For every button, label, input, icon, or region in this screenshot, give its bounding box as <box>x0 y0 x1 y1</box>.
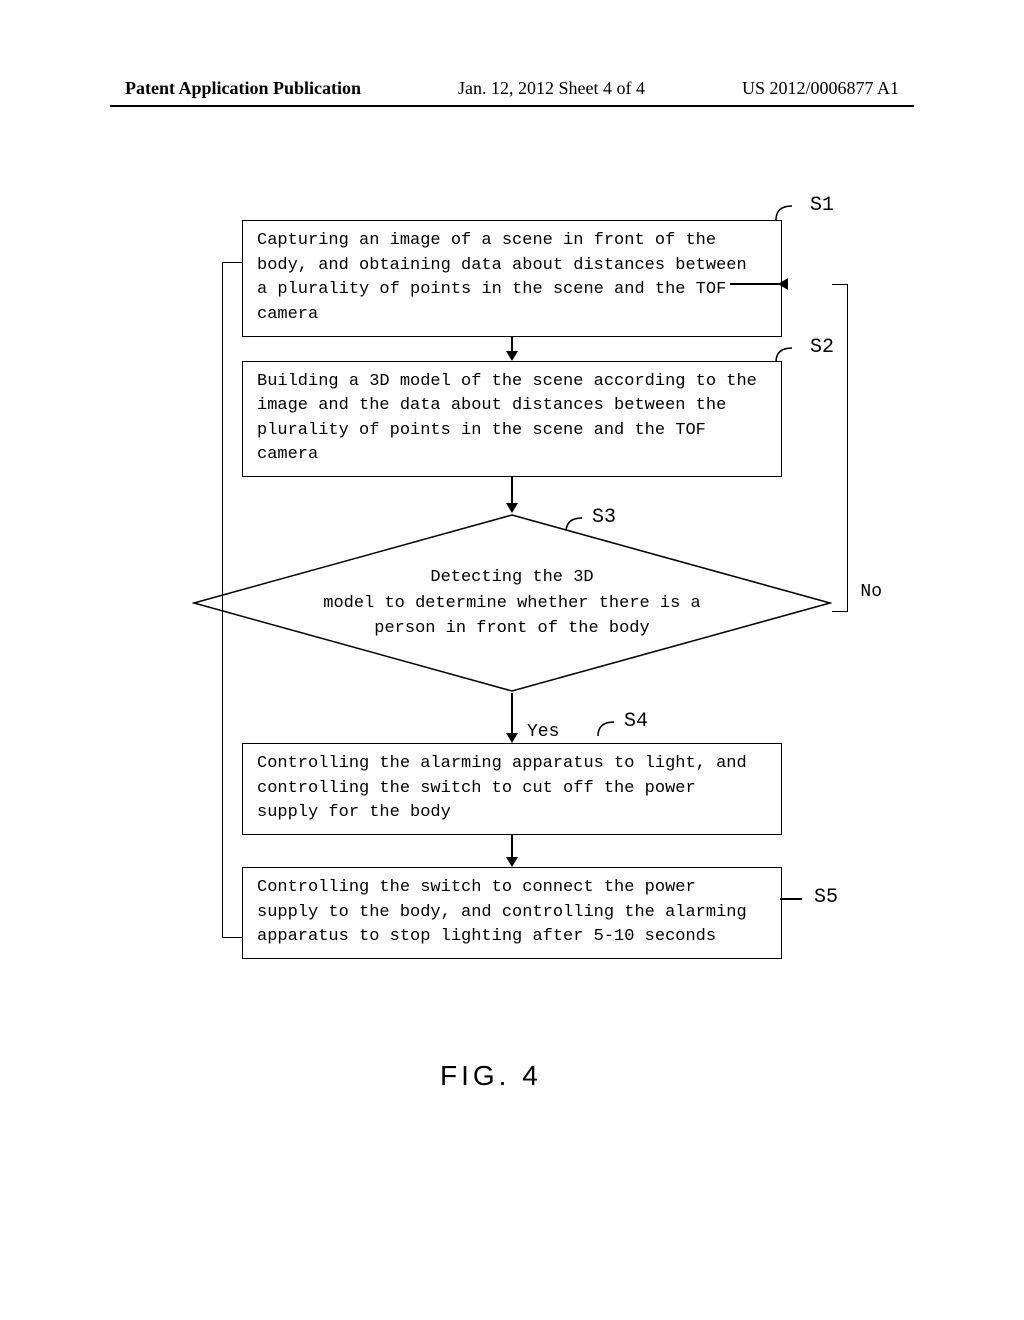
header-publication: Patent Application Publication <box>125 78 361 99</box>
s1-text: Capturing an image of a scene in front o… <box>257 231 747 324</box>
step-label-s5: S5 <box>814 886 838 909</box>
step-label-s2: S2 <box>810 336 834 359</box>
no-feedback-stub-top <box>730 283 784 285</box>
yes-label: Yes <box>527 722 559 742</box>
s3-line3: person in front of the body <box>374 619 649 638</box>
flowchart-box-s2: Building a 3D model of the scene accordi… <box>242 361 782 478</box>
connector-s3-s4 <box>511 693 513 733</box>
step-label-s1: S1 <box>810 194 834 217</box>
no-feedback-line <box>832 284 848 612</box>
arrow-s1-s2 <box>506 351 518 361</box>
header-divider <box>110 105 914 107</box>
page-header: Patent Application Publication Jan. 12, … <box>0 78 1024 99</box>
connector-s2-s3 <box>511 477 513 503</box>
s1-leader-curve <box>772 202 802 222</box>
s3-text: Detecting the 3D model to determine whet… <box>256 565 768 642</box>
flowchart-container: S1 Capturing an image of a scene in fron… <box>192 220 832 959</box>
s5-feedback-line <box>222 262 242 938</box>
arrow-s2-s3 <box>506 503 518 513</box>
header-date-sheet: Jan. 12, 2012 Sheet 4 of 4 <box>458 78 645 99</box>
header-patent-number: US 2012/0006877 A1 <box>742 78 899 99</box>
s3-line1: Detecting the 3D <box>430 568 593 587</box>
connector-s1-s2 <box>511 337 513 351</box>
flowchart-box-s5: Controlling the switch to connect the po… <box>242 867 782 959</box>
flowchart-box-s1: Capturing an image of a scene in front o… <box>242 220 782 337</box>
flowchart-decision-s3: Detecting the 3D model to determine whet… <box>192 513 832 693</box>
s4-leader-curve <box>594 718 624 738</box>
s3-line2: model to determine whether there is a <box>323 593 700 612</box>
arrow-s3-s4 <box>506 733 518 743</box>
step-label-s4: S4 <box>624 710 648 733</box>
flowchart-box-s4: Controlling the alarming apparatus to li… <box>242 743 782 835</box>
figure-label: FIG. 4 <box>440 1060 542 1092</box>
connector-s4-s5 <box>511 835 513 857</box>
no-label: No <box>860 582 882 602</box>
s5-leader-line <box>780 898 802 900</box>
arrow-s4-s5 <box>506 857 518 867</box>
s5-text: Controlling the switch to connect the po… <box>257 878 747 946</box>
s2-text: Building a 3D model of the scene accordi… <box>257 372 757 465</box>
s4-text: Controlling the alarming apparatus to li… <box>257 754 747 822</box>
